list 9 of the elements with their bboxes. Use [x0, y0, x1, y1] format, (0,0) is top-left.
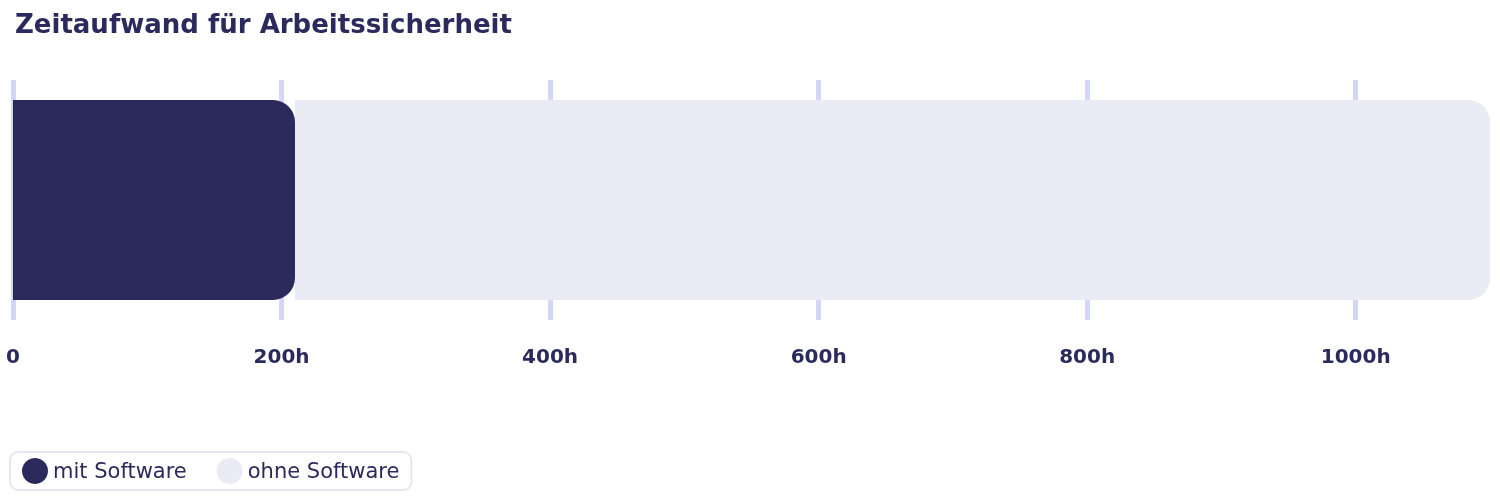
x-tick-label: 200h: [253, 344, 310, 368]
x-tick-label: 600h: [790, 344, 847, 368]
legend-label: mit Software: [53, 459, 187, 483]
x-tick-label: 800h: [1059, 344, 1116, 368]
legend-label: ohne Software: [247, 459, 400, 483]
x-tick-label: 0: [6, 344, 20, 368]
chart-title: Zeitaufwand für Arbeitssicherheit: [15, 9, 512, 39]
x-tick-label: 1000h: [1320, 344, 1391, 368]
x-tick-label: 400h: [522, 344, 579, 368]
